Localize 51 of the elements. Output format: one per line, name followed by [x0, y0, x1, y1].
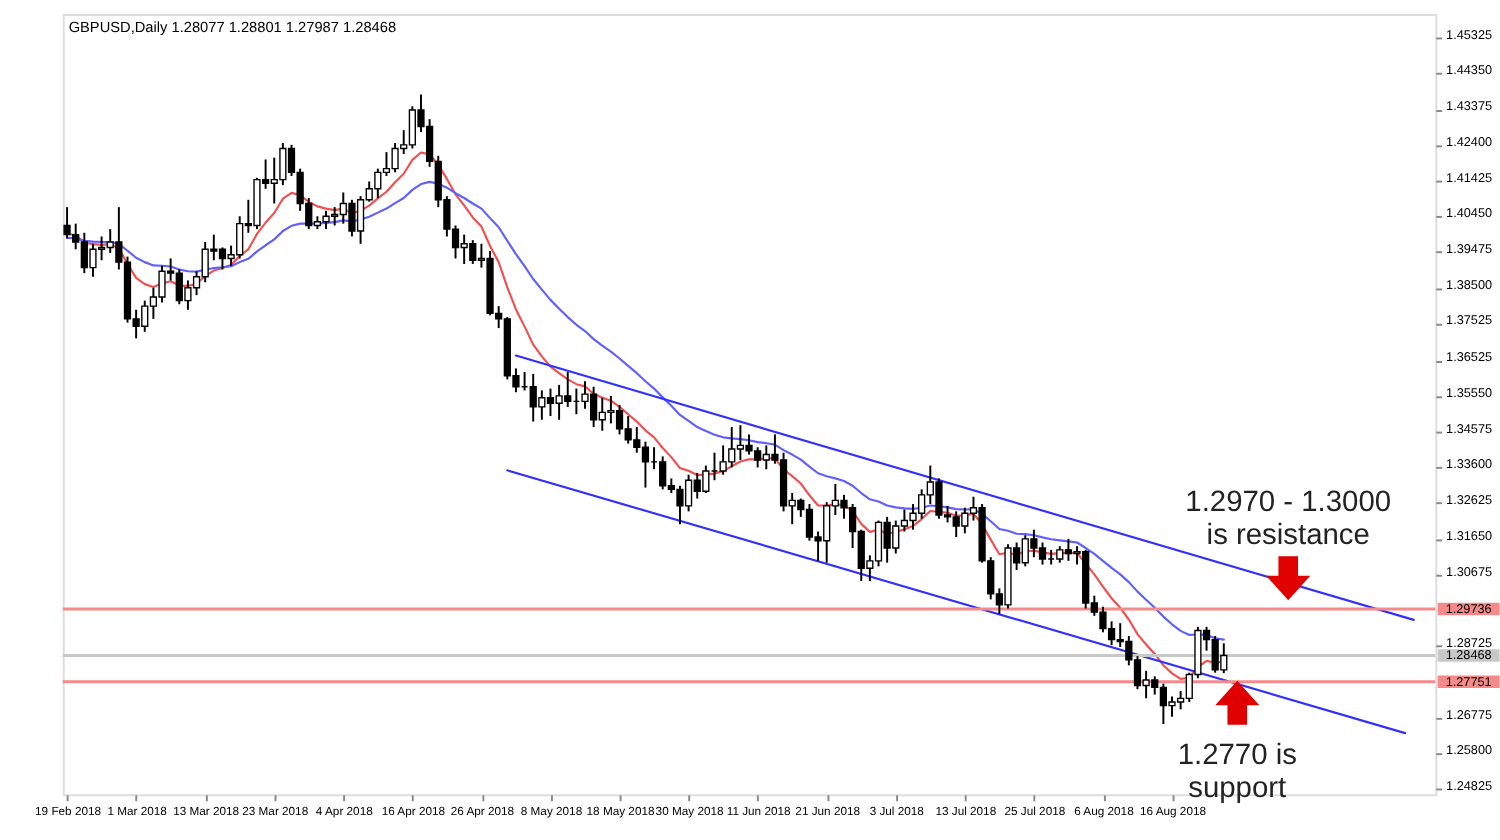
candlestick [201, 240, 209, 284]
candlestick [1168, 695, 1176, 718]
annotation: 1.2970 - 1.3000 is resistance [1185, 487, 1392, 553]
candlestick [1099, 605, 1107, 634]
candlestick [1211, 635, 1219, 674]
candlestick [659, 455, 667, 491]
candlestick [184, 279, 192, 311]
candlestick [745, 433, 753, 456]
candlestick [805, 503, 814, 542]
candlestick [684, 473, 693, 513]
candlestick [253, 176, 261, 231]
candlestick [538, 389, 546, 421]
candlestick [961, 506, 969, 535]
candlestick [779, 451, 788, 513]
candlestick [693, 471, 701, 500]
candlestick [952, 510, 960, 539]
candlestick [736, 424, 745, 462]
candlestick [719, 444, 727, 476]
candlestick [935, 477, 943, 520]
candlestick [607, 394, 615, 425]
candlestick [676, 484, 684, 526]
candlestick [1030, 528, 1038, 559]
candlestick [63, 206, 71, 240]
candlestick [97, 235, 106, 262]
candlestick [348, 198, 356, 238]
candlestick [615, 404, 624, 436]
annotation: 1.2770 is support [1177, 740, 1297, 806]
candlestick [218, 246, 227, 271]
candlestick [322, 209, 330, 231]
candlestick [89, 242, 97, 278]
candlestick [270, 156, 278, 205]
candlestick [702, 464, 710, 495]
candlestick [279, 142, 287, 187]
candlestick [1159, 682, 1168, 725]
candlestick [529, 372, 537, 423]
candlestick [546, 387, 555, 418]
candlestick [460, 233, 468, 265]
candlestick [1220, 642, 1228, 675]
candlestick [892, 519, 900, 555]
candlestick [469, 239, 477, 265]
candlestick [158, 264, 166, 304]
candlestick [874, 519, 883, 568]
candlestick [555, 383, 563, 421]
candlestick [624, 415, 632, 445]
candlestick [356, 195, 365, 245]
candlestick [883, 515, 891, 564]
candlestick [1038, 541, 1047, 566]
candlestick [374, 167, 382, 199]
candlestick [1064, 537, 1073, 562]
candlestick [391, 142, 399, 174]
candlestick [641, 440, 650, 489]
